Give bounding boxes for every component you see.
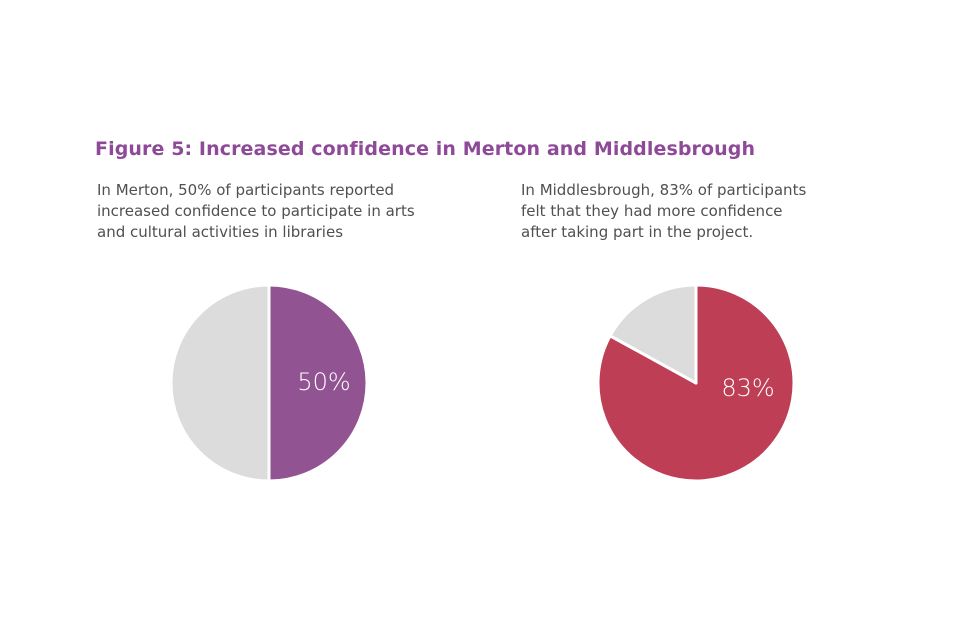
middlesbrough-pie-slice-0	[596, 283, 796, 483]
merton-pie-slice-1	[169, 283, 271, 483]
merton-data-label: 50%	[297, 368, 350, 396]
middlesbrough-caption: In Middlesbrough, 83% of participants fe…	[521, 180, 806, 243]
middlesbrough-pie-chart: 83%	[596, 283, 796, 483]
merton-caption-line-2: increased confidence to participate in a…	[97, 202, 415, 220]
middlesbrough-caption-line-1: In Middlesbrough, 83% of participants	[521, 181, 807, 199]
merton-caption: In Merton, 50% of participants reported …	[97, 180, 415, 243]
merton-caption-line-3: and cultural activities in libraries	[97, 223, 344, 241]
middlesbrough-caption-line-3: after taking part in the project.	[521, 223, 754, 241]
middlesbrough-data-label: 83%	[721, 374, 774, 402]
merton-pie-slice-0	[267, 283, 369, 483]
figure-title: Figure 5: Increased confidence in Merton…	[95, 138, 756, 160]
middlesbrough-caption-line-2: felt that they had more confidence	[521, 202, 783, 220]
middlesbrough-pie-slice-1	[608, 283, 698, 385]
merton-pie-chart: 50%	[169, 283, 369, 483]
merton-caption-line-1: In Merton, 50% of participants reported	[97, 181, 395, 199]
